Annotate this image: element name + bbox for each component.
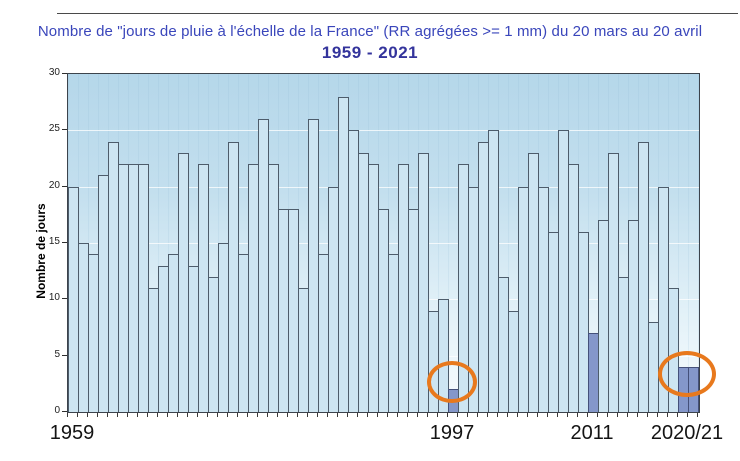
y-tick-mark-0 <box>62 411 67 412</box>
y-tick-label-0: 0 <box>54 405 60 416</box>
gridline-25 <box>68 130 699 132</box>
y-tick-mark-10 <box>62 298 67 300</box>
y-tick-label-5: 5 <box>54 348 60 360</box>
y-tick-mark-30 <box>62 73 67 74</box>
bar-1996 <box>438 299 449 412</box>
bar-2019 <box>668 288 679 412</box>
bar-1994 <box>418 152 429 412</box>
x-axis-label-2011: 2011 <box>570 422 614 444</box>
y-tick-mark-20 <box>62 185 67 187</box>
y-tick-mark-15 <box>62 242 67 243</box>
y-axis-title: Nombre de jours <box>34 203 48 299</box>
chart-title: Nombre de "jours de pluie à l'échelle de… <box>37 23 703 40</box>
y-tick-mark-25 <box>62 129 67 131</box>
bar-2001 <box>488 130 499 412</box>
bar-1966 <box>138 164 149 412</box>
gridline-20 <box>68 186 699 188</box>
x-axis-label-1959: 1959 <box>49 422 95 444</box>
y-tick-label-10: 10 <box>48 292 60 304</box>
top-divider-line <box>57 13 738 14</box>
y-tick-mark-5 <box>62 354 67 356</box>
plot-area <box>67 73 700 413</box>
highlight-circle-1997 <box>427 360 477 403</box>
chart-subtitle: 1959 - 2021 <box>321 43 419 62</box>
y-tick-label-25: 25 <box>48 123 60 135</box>
x-axis-label-1997: 1997 <box>429 422 475 444</box>
highlight-circle-2020-21 <box>658 350 716 397</box>
bar-2010 <box>578 231 589 412</box>
bar-2016 <box>638 141 649 412</box>
y-tick-label-30: 30 <box>48 67 60 78</box>
x-axis-label-2020-21: 2020/21 <box>650 422 724 444</box>
x-axis-tick-stubs <box>67 412 699 417</box>
y-tick-label-20: 20 <box>48 179 60 191</box>
y-tick-label-15: 15 <box>48 236 60 247</box>
